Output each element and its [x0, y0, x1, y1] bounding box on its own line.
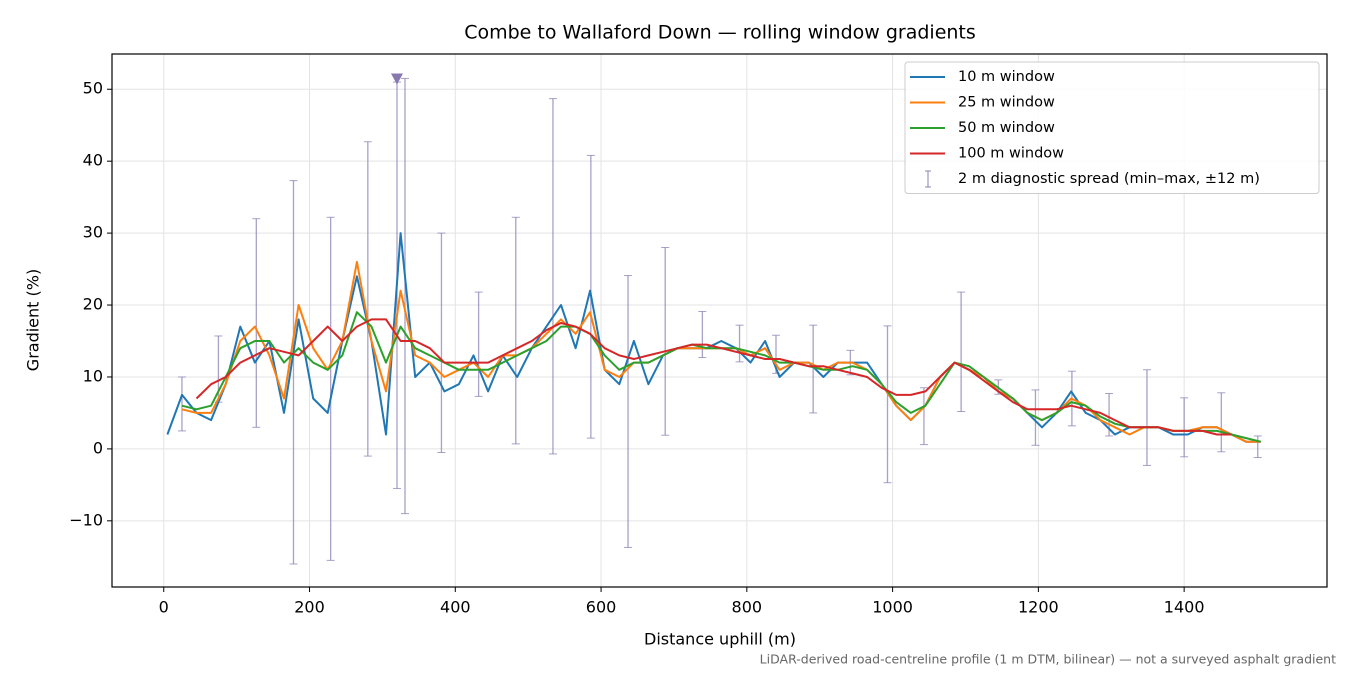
error-bar: [1253, 435, 1262, 459]
error-bar: [548, 98, 557, 455]
error-bar: [661, 246, 670, 436]
x-tick-label: 0: [159, 598, 169, 617]
x-tick-label: 400: [440, 598, 471, 617]
error-bar: [252, 218, 261, 428]
error-bar: [698, 311, 707, 359]
error-bar: [474, 291, 483, 397]
legend-label: 25 m window: [958, 95, 1055, 111]
legend-box: [904, 61, 1320, 194]
y-tick-label: 40: [83, 151, 103, 170]
error-bar: [437, 232, 446, 453]
error-bar: [289, 180, 298, 565]
chart-title: Combe to Wallaford Down — rolling window…: [464, 22, 976, 44]
error-bar: [1217, 392, 1226, 453]
legend-label: 2 m diagnostic spread (min–max, ±12 m): [958, 171, 1260, 187]
y-tick-label: −10: [69, 510, 103, 529]
x-axis-label: Distance uphill (m): [644, 630, 796, 649]
y-tick-label: 0: [93, 438, 103, 457]
max-marker: [390, 73, 403, 85]
legend-label: 10 m window: [958, 69, 1055, 85]
legend-label: 50 m window: [958, 120, 1055, 136]
series-line: [166, 232, 1261, 443]
error-bar: [919, 387, 928, 446]
footnote: LiDAR-derived road-centreline profile (1…: [760, 652, 1336, 667]
error-bar: [1142, 369, 1151, 466]
y-tick-label: 30: [83, 223, 103, 242]
error-bar: [177, 376, 186, 432]
x-tick-label: 600: [586, 598, 617, 617]
error-bar: [511, 216, 520, 445]
error-bar: [735, 324, 744, 363]
error-bar: [809, 324, 818, 414]
error-bar: [326, 216, 335, 561]
x-tick-label: 1200: [1018, 598, 1059, 617]
plot-frame: [111, 53, 1328, 588]
error-bar: [400, 77, 409, 515]
series-line: [195, 318, 1232, 436]
y-tick-label: 20: [83, 295, 103, 314]
y-tick-label: 10: [83, 366, 103, 385]
error-bar: [624, 275, 633, 548]
error-bar: [957, 291, 966, 412]
y-axis-label: Gradient (%): [24, 269, 43, 371]
error-bar: [883, 325, 892, 484]
legend-label: 100 m window: [958, 146, 1064, 162]
legend: 10 m window 25 m window 50 m window 100 m w…: [904, 61, 1320, 194]
y-tick-label: 50: [83, 79, 103, 98]
x-tick-label: 800: [732, 598, 763, 617]
x-tick-label: 1400: [1164, 598, 1205, 617]
error-bar: [1180, 397, 1189, 458]
x-tick-label: 1000: [872, 598, 913, 617]
x-tick-label: 200: [294, 598, 325, 617]
error-bar: [363, 141, 372, 457]
